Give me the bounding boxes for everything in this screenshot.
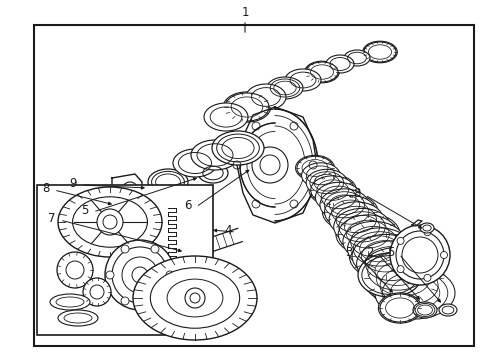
Text: 9: 9 — [69, 176, 77, 189]
Circle shape — [440, 252, 447, 258]
Circle shape — [122, 182, 138, 198]
Ellipse shape — [50, 294, 90, 310]
Circle shape — [165, 271, 174, 279]
Ellipse shape — [324, 195, 375, 229]
Circle shape — [151, 245, 159, 253]
Ellipse shape — [379, 294, 419, 322]
Ellipse shape — [438, 304, 456, 316]
Ellipse shape — [223, 92, 270, 122]
Circle shape — [97, 209, 123, 235]
Ellipse shape — [58, 310, 98, 326]
Ellipse shape — [301, 163, 340, 188]
Ellipse shape — [419, 223, 433, 233]
Ellipse shape — [328, 202, 383, 237]
Ellipse shape — [310, 176, 354, 204]
Ellipse shape — [351, 234, 418, 278]
Ellipse shape — [305, 62, 337, 82]
Ellipse shape — [148, 169, 187, 195]
Ellipse shape — [296, 156, 332, 180]
Ellipse shape — [322, 194, 377, 230]
Polygon shape — [73, 228, 242, 297]
Bar — [34, 25, 473, 346]
Circle shape — [184, 288, 204, 308]
Ellipse shape — [335, 213, 399, 255]
Text: 3: 3 — [345, 246, 352, 258]
Circle shape — [151, 297, 159, 305]
Circle shape — [389, 225, 449, 285]
Circle shape — [121, 245, 129, 253]
Ellipse shape — [356, 241, 426, 286]
Circle shape — [423, 274, 430, 281]
Circle shape — [423, 229, 430, 236]
Ellipse shape — [325, 55, 353, 73]
Ellipse shape — [191, 140, 239, 170]
Ellipse shape — [319, 189, 368, 221]
Ellipse shape — [342, 221, 404, 262]
Circle shape — [395, 231, 443, 279]
Ellipse shape — [361, 247, 432, 294]
Ellipse shape — [245, 84, 285, 110]
Polygon shape — [411, 220, 421, 226]
Text: 8: 8 — [353, 186, 360, 199]
Ellipse shape — [347, 228, 411, 270]
Ellipse shape — [224, 93, 268, 121]
Ellipse shape — [362, 252, 443, 305]
Text: 5: 5 — [386, 246, 394, 258]
Bar — [37, 185, 212, 335]
Text: 7: 7 — [48, 212, 56, 225]
Text: 2: 2 — [366, 246, 373, 258]
Ellipse shape — [58, 187, 162, 257]
Polygon shape — [73, 283, 94, 297]
Ellipse shape — [72, 197, 147, 247]
Ellipse shape — [362, 41, 396, 63]
Ellipse shape — [357, 253, 421, 297]
Ellipse shape — [333, 208, 389, 245]
Ellipse shape — [212, 131, 264, 165]
Polygon shape — [112, 174, 142, 206]
Text: 5: 5 — [81, 203, 88, 216]
Ellipse shape — [304, 61, 339, 83]
Ellipse shape — [378, 293, 421, 323]
Ellipse shape — [198, 163, 227, 183]
Ellipse shape — [348, 233, 421, 280]
Ellipse shape — [343, 50, 369, 66]
Circle shape — [396, 266, 403, 273]
Ellipse shape — [365, 254, 440, 303]
Ellipse shape — [412, 302, 436, 318]
Ellipse shape — [374, 267, 454, 319]
Ellipse shape — [173, 149, 217, 177]
Circle shape — [83, 278, 111, 306]
Circle shape — [105, 240, 175, 310]
Text: 1: 1 — [241, 5, 248, 18]
Ellipse shape — [305, 169, 346, 196]
Ellipse shape — [338, 215, 397, 253]
Ellipse shape — [203, 103, 247, 131]
Ellipse shape — [133, 256, 257, 340]
Circle shape — [401, 237, 437, 273]
Text: 6: 6 — [184, 198, 191, 212]
Circle shape — [106, 271, 114, 279]
Ellipse shape — [150, 268, 239, 328]
Ellipse shape — [295, 156, 334, 181]
Circle shape — [396, 237, 403, 244]
Ellipse shape — [369, 261, 447, 311]
Ellipse shape — [363, 42, 395, 62]
Ellipse shape — [185, 242, 209, 258]
Ellipse shape — [315, 183, 361, 212]
Ellipse shape — [308, 175, 356, 206]
Ellipse shape — [285, 69, 320, 91]
Ellipse shape — [266, 77, 303, 99]
Text: 4: 4 — [224, 224, 231, 237]
Circle shape — [57, 252, 93, 288]
Text: 8: 8 — [42, 181, 50, 194]
Circle shape — [121, 297, 129, 305]
